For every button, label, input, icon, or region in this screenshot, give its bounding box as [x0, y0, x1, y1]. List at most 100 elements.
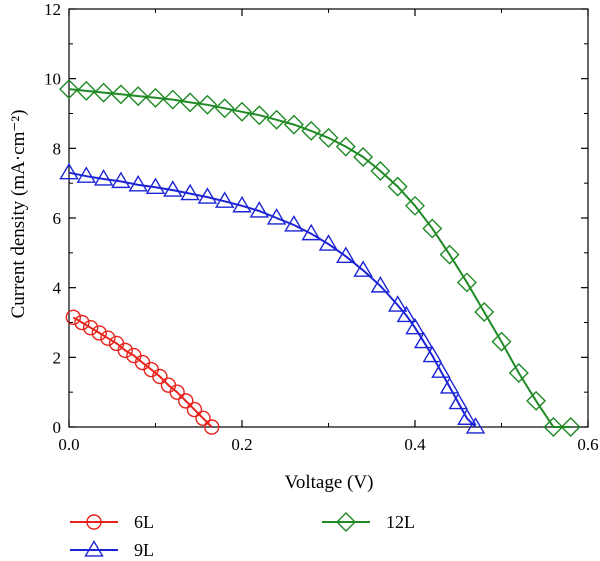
data-point-9L-15 [318, 234, 339, 251]
series-layer [59, 79, 581, 437]
data-point-9L-11 [249, 201, 270, 218]
y-tick-label: 12 [44, 0, 61, 19]
data-point-6L-3 [91, 325, 107, 341]
data-point-12L-5 [145, 87, 166, 108]
data-point-9L-23 [422, 345, 443, 363]
legend-item-6L: 6L [70, 512, 154, 532]
data-point-12L-14 [301, 120, 322, 141]
data-point-12L-9 [214, 98, 235, 119]
legend-label-9L: 9L [134, 540, 154, 560]
x-axis-label: Voltage (V) [285, 472, 374, 493]
data-point-6L-10 [152, 368, 168, 385]
data-point-12L-23 [456, 272, 477, 293]
data-point-9L-0 [59, 162, 79, 180]
data-point-12L-0 [59, 79, 79, 100]
x-tick-label: 0.4 [404, 435, 426, 454]
data-point-6L-12 [169, 384, 185, 400]
data-point-12L-22 [439, 244, 460, 265]
y-axis-label: Current density (mA·cm⁻²) [8, 110, 29, 319]
data-point-9L-28 [465, 417, 486, 434]
legend-label-12L: 12L [386, 512, 415, 532]
data-point-9L-7 [180, 183, 200, 201]
data-point-9L-9 [214, 191, 235, 208]
legend-item-9L: 9L [70, 540, 154, 560]
data-point-9L-1 [76, 166, 97, 183]
data-point-9L-13 [284, 215, 304, 232]
x-tick-label: 0.2 [231, 435, 252, 454]
data-point-12L-6 [162, 89, 183, 110]
series-6L [65, 309, 220, 435]
data-point-12L-13 [283, 114, 304, 135]
data-point-9L-6 [163, 180, 183, 197]
data-point-12L-11 [249, 105, 270, 126]
data-point-9L-25 [439, 377, 460, 394]
data-point-12L-17 [353, 147, 374, 168]
data-point-12L-19 [387, 176, 408, 197]
data-point-9L-18 [370, 276, 391, 293]
data-point-6L-2 [82, 320, 99, 336]
legend-marker-6L [86, 514, 102, 530]
data-point-9L-12 [266, 208, 287, 225]
y-tick-label: 2 [53, 348, 62, 367]
data-point-6L-6 [117, 342, 133, 359]
data-point-9L-3 [111, 171, 131, 189]
data-point-12L-20 [405, 195, 425, 216]
data-point-9L-27 [457, 408, 477, 425]
data-point-12L-16 [335, 136, 356, 157]
data-point-12L-7 [180, 92, 201, 113]
legend-item-12L: 12L [322, 512, 415, 532]
data-point-12L-26 [508, 363, 529, 383]
y-tick-label: 8 [53, 139, 62, 158]
data-point-6L-4 [100, 330, 116, 346]
legend-marker-12L [336, 512, 356, 532]
data-point-12L-1 [76, 80, 97, 101]
data-point-6L-1 [74, 314, 90, 331]
data-point-6L-15 [195, 410, 211, 426]
data-point-12L-10 [232, 101, 252, 122]
series-line-12L [68, 88, 571, 428]
data-point-12L-18 [370, 160, 391, 181]
legend-label-6L: 6L [134, 512, 154, 532]
data-point-12L-4 [128, 86, 149, 107]
data-point-9L-21 [405, 317, 425, 335]
data-point-12L-27 [526, 390, 547, 411]
data-point-9L-4 [128, 175, 148, 192]
data-point-12L-28 [543, 417, 564, 437]
data-point-9L-8 [197, 187, 218, 204]
data-point-12L-3 [110, 84, 131, 105]
y-tick-label: 4 [53, 279, 62, 298]
data-point-9L-26 [448, 392, 468, 410]
series-line-9L [68, 171, 477, 428]
axes-layer: 0.0 0.2 0.4 0.6 0 2 4 6 8 10 12 [44, 0, 599, 454]
data-point-12L-25 [491, 331, 512, 352]
data-point-12L-29 [560, 417, 581, 437]
data-point-12L-2 [93, 82, 114, 103]
data-point-6L-14 [186, 401, 203, 418]
data-point-9L-10 [232, 195, 252, 213]
data-point-12L-8 [197, 94, 218, 115]
data-point-9L-19 [387, 295, 408, 312]
data-point-6L-16 [204, 419, 220, 435]
data-point-9L-22 [413, 331, 434, 349]
data-point-12L-15 [318, 127, 339, 148]
series-9L [59, 162, 486, 434]
data-point-9L-17 [353, 260, 373, 277]
data-point-9L-20 [396, 305, 417, 323]
data-point-12L-24 [474, 302, 495, 323]
series-12L [59, 79, 581, 437]
data-point-6L-0 [65, 309, 82, 325]
data-point-9L-14 [301, 223, 321, 241]
y-tick-label: 0 [53, 418, 62, 437]
data-point-9L-5 [145, 177, 166, 194]
y-tick-label: 10 [44, 70, 61, 89]
x-tick-label: 0.6 [577, 435, 598, 454]
data-point-12L-21 [422, 218, 443, 239]
y-tick-label: 6 [53, 209, 62, 228]
data-point-12L-12 [266, 109, 287, 130]
legend-marker-9L [84, 540, 104, 557]
data-point-9L-2 [93, 169, 114, 186]
data-point-9L-16 [336, 246, 356, 263]
x-tick-label: 0.0 [58, 435, 79, 454]
legend: 6L 9L 12L [70, 512, 415, 560]
